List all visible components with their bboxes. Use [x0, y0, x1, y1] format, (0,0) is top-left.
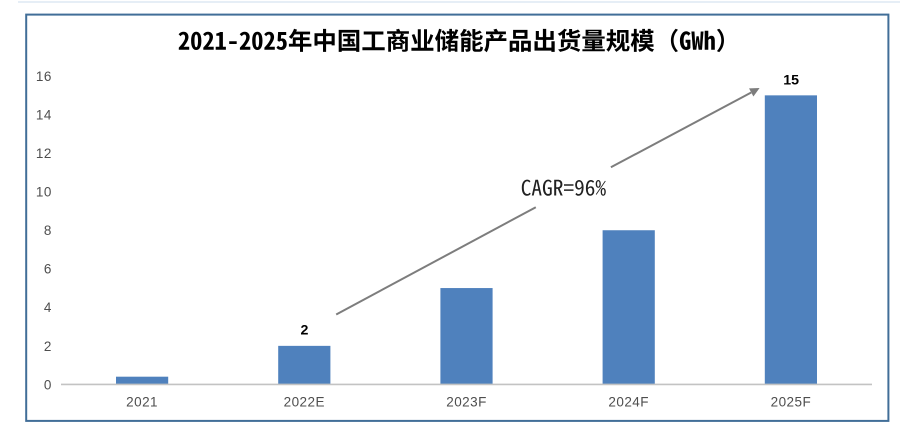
svg-text:14: 14	[36, 108, 52, 123]
svg-text:2023F: 2023F	[446, 395, 487, 410]
svg-text:2022E: 2022E	[284, 395, 325, 410]
svg-text:2021: 2021	[126, 395, 158, 410]
svg-text:2: 2	[300, 323, 308, 339]
svg-text:2: 2	[44, 339, 52, 354]
svg-text:2024F: 2024F	[608, 395, 649, 410]
svg-text:16: 16	[36, 69, 52, 84]
svg-text:10: 10	[36, 185, 52, 200]
svg-text:4: 4	[44, 300, 52, 315]
svg-text:8: 8	[44, 223, 52, 238]
svg-text:0: 0	[44, 377, 52, 392]
svg-text:12: 12	[36, 146, 52, 161]
svg-text:6: 6	[44, 262, 52, 277]
svg-text:2025F: 2025F	[771, 395, 812, 410]
svg-text:15: 15	[783, 72, 799, 88]
